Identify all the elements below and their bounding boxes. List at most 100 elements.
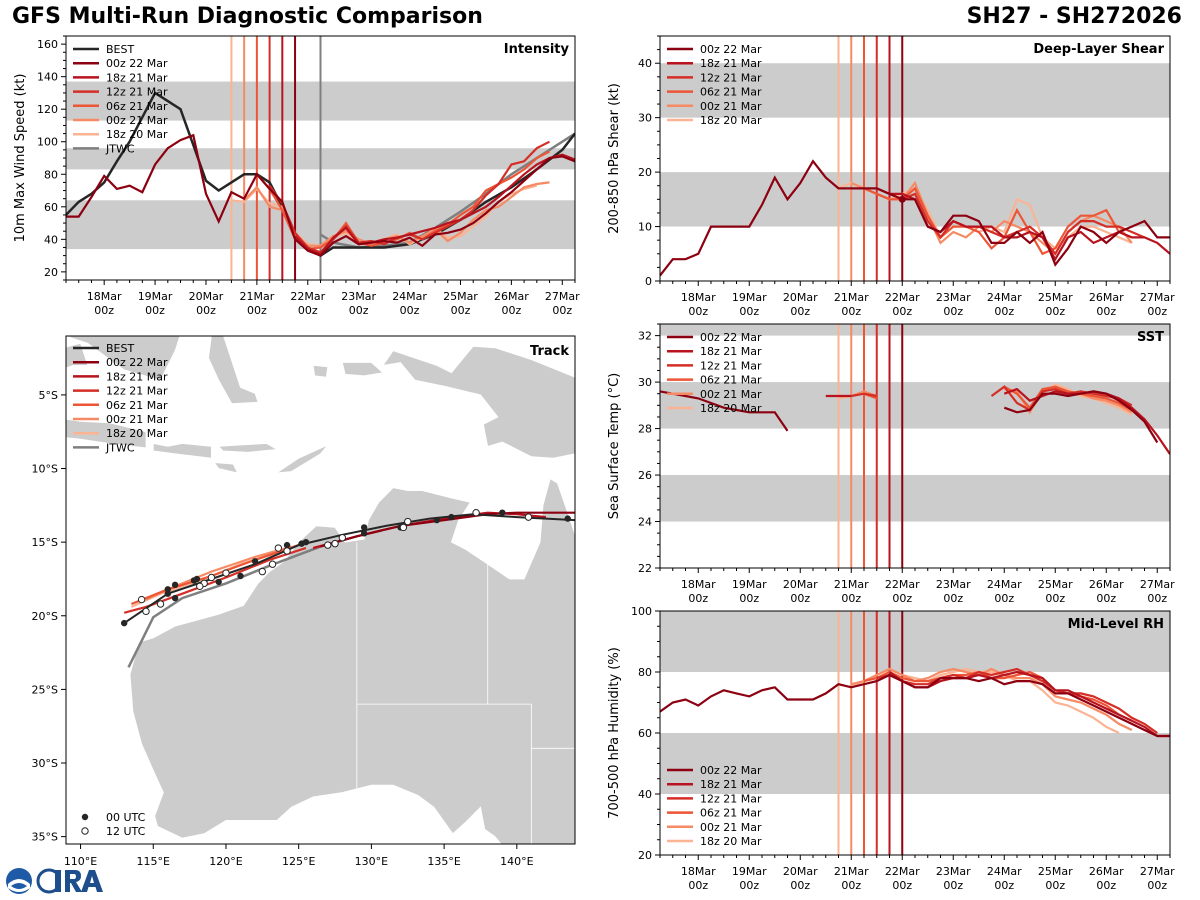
x-tick-hour: 00z <box>349 304 369 317</box>
threshold-band <box>660 611 1170 672</box>
x-tick-date: 27Mar <box>545 290 580 303</box>
y-tick-label: 100 <box>631 605 652 618</box>
legend-label: 00z 21 Mar <box>700 388 762 401</box>
timor-land <box>276 444 329 474</box>
track-panel: 110°E 115°E 120°E 125°E 130°E 135°E 140°E 5°S 10… <box>32 335 576 868</box>
x-tick-hour: 00z <box>739 305 759 318</box>
x-tick-label: 130°E <box>355 855 388 868</box>
utc12-marker <box>274 544 283 552</box>
y-tick-label: 80 <box>44 168 58 181</box>
y-axis-label: Sea Surface Temp (°C) <box>607 373 622 520</box>
run-series <box>851 385 1133 412</box>
utc12-marker <box>399 523 408 532</box>
y-tick-label: 120 <box>37 103 58 116</box>
x-tick-hour: 00z <box>1045 592 1065 605</box>
legend-label: 18z 20 Mar <box>106 427 168 440</box>
y-tick-label: 20 <box>638 849 652 862</box>
utc00-marker <box>164 590 171 597</box>
utc12-marker <box>524 513 533 521</box>
x-tick-hour: 00z <box>892 592 912 605</box>
legend-label: 18z 21 Mar <box>700 345 762 358</box>
threshold-band <box>660 733 1170 794</box>
sst-panel: 22242628303218Mar00z19Mar00z20Mar00z21Ma… <box>607 323 1175 605</box>
x-tick-label: 135°E <box>427 855 460 868</box>
x-tick-label: 140°E <box>500 855 533 868</box>
legend-label: 18z 21 Mar <box>700 57 762 70</box>
x-tick-date: 18Mar <box>681 291 716 304</box>
y-tick-label: 20 <box>638 166 652 179</box>
utc12-marker <box>472 508 480 517</box>
x-tick-hour: 00z <box>1147 305 1167 318</box>
x-tick-hour: 00z <box>841 305 861 318</box>
y-tick-label: 100 <box>37 136 58 149</box>
x-tick-date: 27Mar <box>1140 865 1175 878</box>
panel-title: Track <box>530 344 569 359</box>
nusa-tenggara-land <box>152 443 212 459</box>
x-tick-date: 24Mar <box>392 290 427 303</box>
legend-label: 00z 21 Mar <box>700 100 762 113</box>
x-tick-hour: 00z <box>943 592 963 605</box>
run-series <box>660 673 1170 738</box>
shear-plot-area <box>660 36 1170 281</box>
x-tick-hour: 00z <box>451 304 471 317</box>
storm-id: SH27 - SH272026 <box>966 4 1182 29</box>
threshold-band <box>660 324 1170 336</box>
y-tick-label: 35°S <box>32 831 58 844</box>
panel-title: Deep-Layer Shear <box>1033 42 1164 57</box>
utc00-marker <box>298 540 305 547</box>
legend-label: 06z 21 Mar <box>700 374 762 387</box>
x-tick-date: 24Mar <box>987 865 1022 878</box>
legend-label: 12z 21 Mar <box>106 385 168 398</box>
y-axis-label: 700-500 hPa Humidity (%) <box>607 647 622 819</box>
x-tick-hour: 00z <box>739 879 759 892</box>
x-tick-hour: 00z <box>688 305 708 318</box>
x-tick-date: 23Mar <box>936 865 971 878</box>
sst-plot-area <box>660 324 1170 568</box>
x-tick-hour: 00z <box>1096 305 1116 318</box>
run-series <box>294 153 575 256</box>
x-tick-date: 24Mar <box>987 578 1022 591</box>
utc00-marker <box>360 524 368 531</box>
x-tick-label: 125°E <box>282 855 315 868</box>
figure-title: GFS Multi-Run Diagnostic Comparison <box>12 4 483 29</box>
x-tick-date: 23Mar <box>936 291 971 304</box>
run-series <box>876 667 1158 734</box>
utc00-marker <box>499 509 506 516</box>
legend-label: JTWC <box>105 142 135 155</box>
x-tick-date: 18Mar <box>681 578 716 591</box>
utc12-marker <box>222 569 230 577</box>
y-tick-label: 140 <box>37 71 58 84</box>
threshold-band <box>660 382 1170 429</box>
x-tick-hour: 00z <box>841 879 861 892</box>
x-tick-date: 21Mar <box>834 865 869 878</box>
rh-plot-area <box>660 611 1170 855</box>
x-tick-date: 27Mar <box>1140 578 1175 591</box>
utc12-marker <box>207 573 216 582</box>
x-tick-hour: 00z <box>688 879 708 892</box>
x-tick-date: 22Mar <box>290 290 325 303</box>
y-tick-label: 0 <box>645 275 652 288</box>
legend-label: 00z 22 Mar <box>700 331 762 344</box>
x-tick-date: 20Mar <box>783 865 818 878</box>
x-tick-date: 18Mar <box>87 290 122 303</box>
x-tick-date: 22Mar <box>885 865 920 878</box>
legend-label: 00 UTC <box>106 811 146 824</box>
utc00-marker <box>164 586 171 593</box>
rh-panel: 2040608010018Mar00z19Mar00z20Mar00z21Mar… <box>607 605 1175 892</box>
cira-logo <box>36 868 110 894</box>
x-tick-label: 110°E <box>64 855 97 868</box>
y-tick-label: 30°S <box>32 757 58 770</box>
utc00-marker <box>171 581 179 589</box>
utc12-marker <box>283 547 291 555</box>
buru-land <box>312 364 329 378</box>
y-axis-label: 10m Max Wind Speed (kt) <box>13 74 28 243</box>
run-series <box>888 670 1170 738</box>
utc00-marker <box>448 513 455 521</box>
run-series <box>660 390 1159 444</box>
x-tick-hour: 00z <box>994 592 1014 605</box>
y-tick-label: 60 <box>638 727 652 740</box>
legend-label: 00z 22 Mar <box>700 43 762 56</box>
utc12-marker <box>338 534 347 542</box>
utc00-marker <box>190 577 198 584</box>
x-tick-date: 19Mar <box>732 578 767 591</box>
